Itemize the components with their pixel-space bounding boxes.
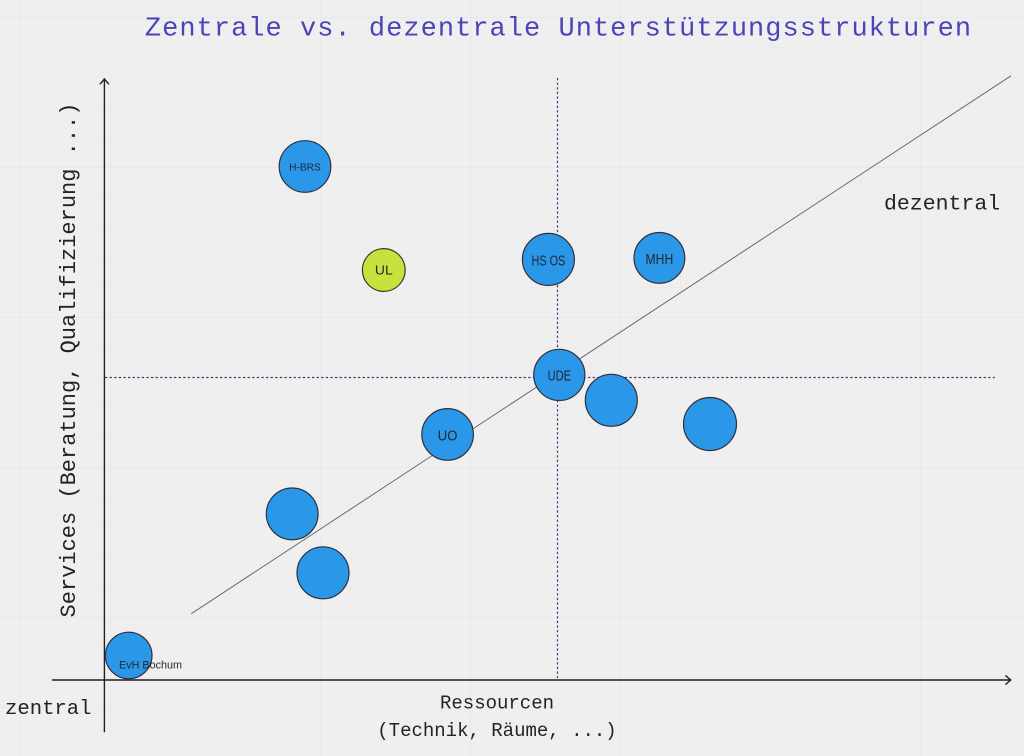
svg-text:HS OS: HS OS: [532, 252, 566, 269]
svg-text:(Technik, Räume, ...): (Technik, Räume, ...): [377, 720, 616, 742]
svg-text:zentral: zentral: [5, 698, 92, 721]
svg-text:Zentrale vs. dezentrale Unters: Zentrale vs. dezentrale Unterstützungsst…: [145, 15, 972, 45]
svg-text:dezentral: dezentral: [884, 193, 1000, 217]
svg-text:UDE: UDE: [548, 367, 571, 384]
svg-text:UL: UL: [375, 262, 393, 277]
svg-text:MHH: MHH: [646, 251, 674, 268]
svg-text:UO: UO: [438, 428, 458, 445]
svg-text:EvH Bochum: EvH Bochum: [119, 659, 182, 671]
svg-text:Services (Beratung, Qualifizie: Services (Beratung, Qualifizierung ...): [57, 103, 82, 618]
svg-text:H-BRS: H-BRS: [289, 162, 321, 174]
svg-text:Ressourcen: Ressourcen: [440, 693, 554, 715]
